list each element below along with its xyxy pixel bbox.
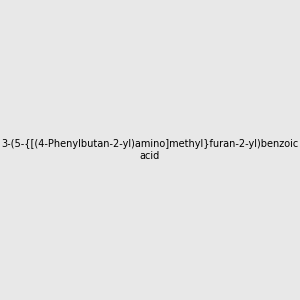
- Text: 3-(5-{[(4-Phenylbutan-2-yl)amino]methyl}furan-2-yl)benzoic acid: 3-(5-{[(4-Phenylbutan-2-yl)amino]methyl}…: [2, 139, 298, 161]
